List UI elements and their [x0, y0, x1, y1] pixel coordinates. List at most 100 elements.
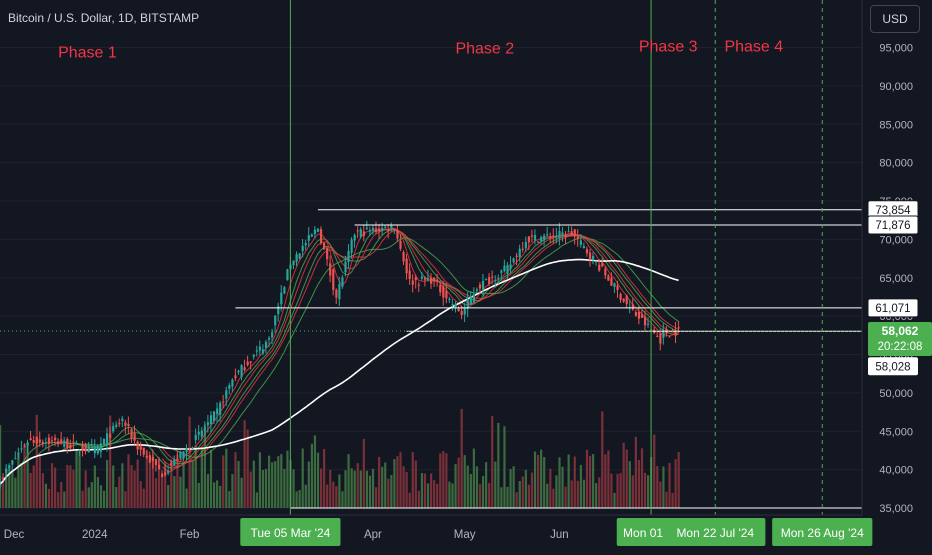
current-price-badge	[868, 322, 932, 357]
candle-body	[295, 254, 298, 262]
volume-bar	[310, 443, 313, 508]
volume-bar	[518, 481, 521, 508]
volume-bar	[478, 484, 482, 508]
candle-body	[179, 451, 182, 459]
volume-bar	[194, 444, 197, 508]
candle-body	[506, 264, 509, 274]
volume-bar	[475, 466, 479, 508]
volume-bar	[426, 483, 430, 508]
candle-body	[2, 477, 5, 479]
red-ma-line	[161, 227, 679, 472]
candle-body	[533, 235, 537, 241]
volume-bar	[319, 468, 323, 508]
candle-body	[433, 277, 436, 281]
volume-bar	[527, 484, 531, 508]
volume-bar	[381, 466, 384, 508]
volume-bar	[17, 452, 20, 508]
volume-bar	[301, 448, 304, 508]
x-tick-label: Jun	[550, 529, 569, 541]
currency-button[interactable]: USD	[870, 5, 920, 33]
volume-bar	[307, 461, 310, 508]
candle-body	[509, 264, 512, 269]
candle-body	[442, 286, 445, 298]
volume-bar	[133, 470, 136, 508]
volume-bar	[121, 463, 124, 508]
candle-body	[176, 458, 179, 462]
candle-body	[271, 332, 274, 338]
volume-bar	[588, 455, 592, 508]
candle-body	[359, 229, 362, 237]
candle-body	[84, 444, 87, 452]
candle-body	[677, 327, 680, 329]
candle-body	[674, 330, 677, 336]
volume-bar	[5, 469, 8, 508]
price-axis[interactable]	[862, 0, 932, 550]
volume-bar	[326, 484, 329, 508]
candle-body	[610, 277, 613, 286]
candle-body	[451, 304, 454, 306]
volume-bar	[631, 475, 634, 508]
volume-bar	[206, 474, 210, 508]
volume-bar	[130, 465, 133, 508]
volume-bar	[497, 422, 500, 508]
candle-body	[573, 229, 576, 237]
volume-bar	[29, 472, 32, 508]
candle-body	[130, 429, 133, 439]
level-price-badge	[867, 298, 919, 318]
volume-bar	[112, 465, 115, 508]
candle-body	[445, 290, 448, 299]
volume-bar	[356, 463, 359, 508]
volume-bar	[662, 466, 665, 508]
candle-body	[472, 294, 475, 303]
volume-bar	[14, 477, 17, 508]
candle-body	[466, 298, 469, 309]
volume-bar	[338, 474, 341, 508]
candle-body	[643, 316, 647, 326]
candle-body	[439, 285, 442, 293]
volume-bar	[127, 454, 130, 508]
volume-bar	[102, 490, 106, 508]
candle-body	[371, 227, 375, 231]
date-marker-label: Mon 22 Jul '24	[676, 526, 754, 540]
volume-bar	[613, 492, 616, 508]
x-tick-label: Dec	[4, 529, 25, 541]
candle-body	[585, 249, 589, 254]
candle-body	[616, 285, 619, 290]
volume-bar	[408, 492, 411, 508]
candle-body	[567, 231, 570, 233]
y-tick-label: 90,000	[879, 81, 913, 93]
volume-bar	[564, 486, 567, 508]
symbol-title: Bitcoin / U.S. Dollar, 1D, BITSTAMP	[8, 11, 200, 25]
volume-bar	[63, 491, 66, 508]
volume-bar	[23, 443, 26, 508]
candle-body	[338, 283, 341, 300]
candle-body	[518, 248, 521, 258]
volume-bar	[234, 452, 237, 508]
candle-body	[231, 379, 234, 387]
candle-body	[200, 430, 203, 437]
volume-bar	[231, 474, 234, 508]
volume-bar	[485, 462, 488, 508]
volume-bar	[280, 454, 283, 508]
candle-body	[90, 446, 93, 449]
y-tick-label: 70,000	[879, 234, 913, 246]
volume-bar	[329, 469, 332, 508]
volume-bar	[167, 485, 170, 508]
volume-bar	[44, 483, 48, 508]
volume-bar	[60, 482, 63, 508]
candle-body	[286, 269, 289, 281]
volume-bar	[604, 454, 607, 508]
candle-body	[381, 227, 384, 231]
candle-body	[14, 458, 17, 460]
volume-bar	[249, 471, 252, 508]
candle-body	[640, 314, 644, 318]
candle-body	[319, 229, 323, 244]
candle-body	[72, 441, 75, 443]
volume-bar	[335, 486, 338, 508]
candle-body	[118, 423, 121, 425]
candle-body	[558, 230, 561, 238]
candle-body	[310, 234, 313, 237]
